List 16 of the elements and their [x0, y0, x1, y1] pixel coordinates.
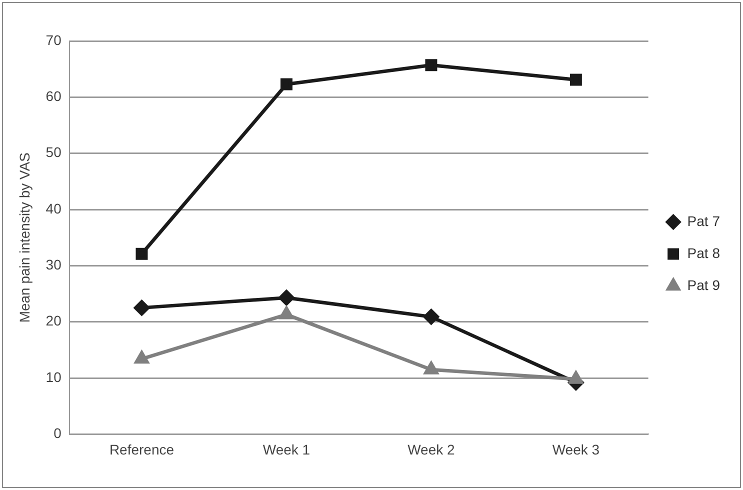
x-tick-label: Week 2 [408, 441, 456, 458]
x-tick-label: Week 3 [552, 441, 600, 458]
y-tick-label: 70 [46, 32, 62, 48]
y-axis-title: Mean pain intensity by VAS [16, 152, 32, 323]
y-tick-label: 20 [46, 312, 62, 329]
y-tick-label: 30 [46, 256, 62, 273]
legend-label: Pat 7 [687, 212, 720, 229]
y-tick-label: 0 [54, 425, 62, 442]
x-tick-label: Reference [109, 441, 174, 458]
legend-label: Pat 9 [687, 276, 720, 293]
y-tick-label: 40 [46, 200, 62, 216]
y-tick-label: 10 [46, 368, 62, 385]
y-tick-label: 50 [46, 144, 62, 160]
legend-label: Pat 8 [687, 244, 720, 261]
x-tick-label: Week 1 [262, 441, 310, 458]
y-tick-label: 60 [46, 88, 62, 104]
